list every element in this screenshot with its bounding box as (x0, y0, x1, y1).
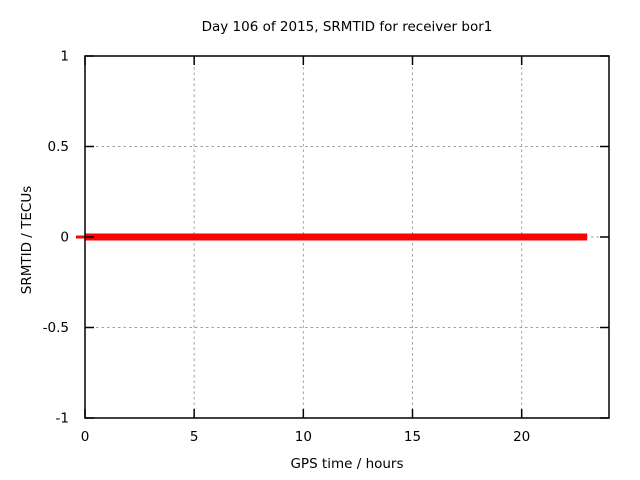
x-axis-label: GPS time / hours (290, 456, 404, 472)
x-tick-label: 10 (295, 429, 312, 445)
x-tick-label: 20 (513, 429, 530, 445)
y-tick-label: 0.5 (48, 139, 69, 155)
x-tick-label: 15 (404, 429, 421, 445)
chart-title: Day 106 of 2015, SRMTID for receiver bor… (201, 19, 493, 35)
y-tick-label: 0 (60, 230, 69, 246)
y-tick-label: -1 (56, 411, 69, 427)
y-tick-label: 1 (60, 49, 69, 65)
y-tick-label: -0.5 (43, 320, 69, 336)
series-line-overhang (76, 235, 85, 239)
x-tick-label: 5 (190, 429, 199, 445)
x-tick-label: 0 (81, 429, 90, 445)
